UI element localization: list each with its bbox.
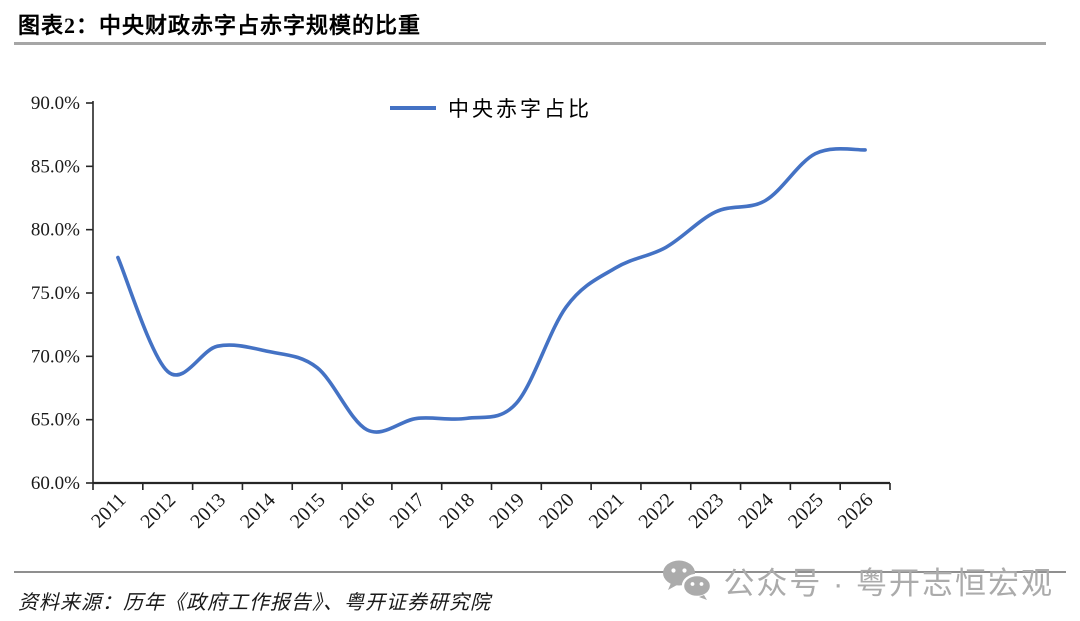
x-axis-tick-label: 2025 xyxy=(784,489,828,533)
x-axis-tick-label: 2021 xyxy=(585,489,629,533)
watermark: 公众号 · 粤开志恒宏观 xyxy=(661,556,1054,604)
y-axis-tick-label: 90.0% xyxy=(31,93,80,114)
wechat-icon xyxy=(663,560,713,600)
x-axis-tick-label: 2012 xyxy=(136,489,180,533)
page-title: 图表2：中央财政赤字占赤字规模的比重 xyxy=(18,13,422,38)
x-axis-tick-label: 2014 xyxy=(236,489,280,533)
y-axis-tick-label: 60.0% xyxy=(31,473,80,494)
x-axis-tick-label: 2023 xyxy=(684,489,728,533)
y-axis-tick-label: 75.0% xyxy=(31,283,80,304)
series-line xyxy=(116,147,867,434)
source-note: 资料来源：历年《政府工作报告》、粤开证券研究院 xyxy=(18,592,491,614)
watermark-text: 公众号 · 粤开志恒宏观 xyxy=(723,565,1054,601)
x-axis-tick-label: 2017 xyxy=(385,489,429,533)
x-axis-tick-label: 2016 xyxy=(336,489,380,533)
footer-rule xyxy=(14,571,1066,573)
x-axis-tick-label: 2013 xyxy=(186,489,230,533)
x-axis-tick-label: 2026 xyxy=(834,489,878,533)
x-axis-tick-label: 2019 xyxy=(485,489,529,533)
y-axis-tick-label: 80.0% xyxy=(31,220,80,241)
x-axis-tick-label: 2024 xyxy=(734,489,778,533)
x-axis-tick-label: 2015 xyxy=(286,489,330,533)
x-axis-tick-label: 2011 xyxy=(87,489,130,532)
x-axis-tick-label: 2018 xyxy=(435,489,479,533)
x-axis-tick-label: 2020 xyxy=(535,489,579,533)
y-axis-tick-label: 65.0% xyxy=(31,410,80,431)
legend-label: 中央赤字占比 xyxy=(448,97,592,121)
y-axis-tick-label: 85.0% xyxy=(31,156,80,177)
chart-legend: 中央赤字占比 xyxy=(0,93,982,123)
title-underline xyxy=(14,42,1046,45)
y-axis-tick-label: 70.0% xyxy=(31,346,80,367)
x-axis-tick-label: 2022 xyxy=(635,489,679,533)
legend-line-swatch xyxy=(390,106,436,110)
